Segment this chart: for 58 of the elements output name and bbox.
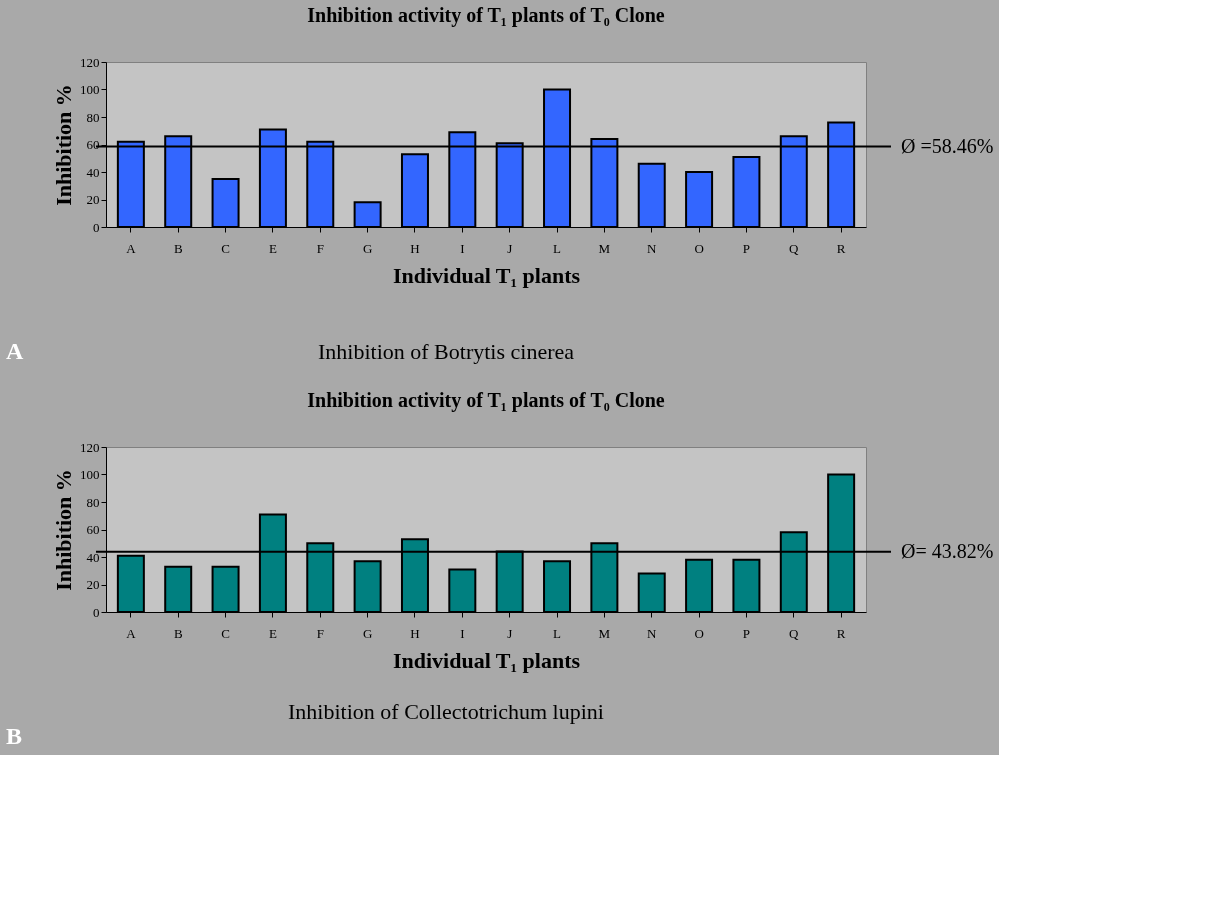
x-tick-label: P bbox=[742, 240, 751, 256]
x-tick-label: N bbox=[647, 625, 658, 641]
x-tick-label: G bbox=[362, 240, 373, 256]
x-tick-label: L bbox=[553, 240, 562, 256]
y-axis-title: Inhibition % bbox=[51, 84, 76, 206]
y-tick-label: 120 bbox=[80, 54, 100, 70]
x-tick-label: O bbox=[694, 240, 704, 256]
x-tick-label: Q bbox=[789, 625, 800, 641]
ref-line-label: Ø= 43.82% bbox=[901, 539, 994, 562]
y-tick-label: 0 bbox=[93, 604, 100, 620]
x-tick-label: H bbox=[410, 240, 420, 256]
x-axis-title: Individual T₁ plants bbox=[392, 262, 581, 288]
x-tick-label: R bbox=[836, 625, 846, 641]
x-tick-label: C bbox=[221, 240, 230, 256]
y-tick-label: 40 bbox=[86, 164, 100, 180]
y-tick-label: 80 bbox=[86, 109, 100, 125]
x-tick-label: R bbox=[836, 240, 846, 256]
y-tick-label: 40 bbox=[86, 549, 100, 565]
text: B bbox=[6, 723, 23, 749]
ref-line-label: Ø =58.46% bbox=[901, 134, 994, 157]
x-tick-label: A bbox=[126, 625, 137, 641]
y-tick-label: 20 bbox=[86, 577, 100, 592]
x-tick-label: G bbox=[362, 625, 373, 641]
chart-title: Inhibition activity of T₁ plants of T₀ Clone bbox=[307, 4, 665, 27]
y-tick-label: 20 bbox=[86, 192, 100, 207]
y-tick-label: 60 bbox=[86, 522, 100, 537]
x-axis-title: Individual T₁ plants bbox=[392, 647, 581, 673]
y-tick-label: 60 bbox=[86, 137, 100, 152]
text: A bbox=[6, 338, 24, 364]
x-tick-label: L bbox=[553, 625, 562, 641]
x-tick-label: J bbox=[507, 240, 513, 256]
x-tick-label: B bbox=[173, 625, 183, 641]
x-tick-label: E bbox=[268, 240, 277, 256]
x-tick-label: O bbox=[694, 625, 704, 641]
y-tick-label: 100 bbox=[80, 82, 100, 97]
y-axis-title: Inhibition % bbox=[51, 469, 76, 591]
x-tick-label: B bbox=[173, 240, 183, 256]
x-tick-label: H bbox=[410, 625, 420, 641]
y-tick-label: 120 bbox=[80, 439, 100, 455]
x-tick-label: C bbox=[221, 625, 230, 641]
chart-title: Inhibition activity of T₁ plants of T₀ Clone bbox=[307, 389, 665, 412]
text: Inhibition of Botrytis cinerea bbox=[318, 339, 575, 364]
x-tick-label: I bbox=[460, 240, 465, 256]
y-tick-label: 80 bbox=[86, 494, 100, 510]
x-tick-label: F bbox=[316, 625, 324, 641]
x-tick-label: F bbox=[316, 240, 324, 256]
text: Inhibition of Collectotrichum lupini bbox=[288, 699, 604, 724]
y-tick-label: 0 bbox=[93, 219, 100, 235]
x-tick-label: E bbox=[268, 625, 277, 641]
x-tick-label: M bbox=[598, 240, 611, 256]
x-tick-label: M bbox=[598, 625, 611, 641]
x-tick-label: N bbox=[647, 240, 658, 256]
x-tick-label: Q bbox=[789, 240, 800, 256]
y-tick-label: 100 bbox=[80, 467, 100, 482]
x-tick-label: P bbox=[742, 625, 751, 641]
x-tick-label: J bbox=[507, 625, 513, 641]
x-tick-label: A bbox=[126, 240, 137, 256]
x-tick-label: I bbox=[460, 625, 465, 641]
